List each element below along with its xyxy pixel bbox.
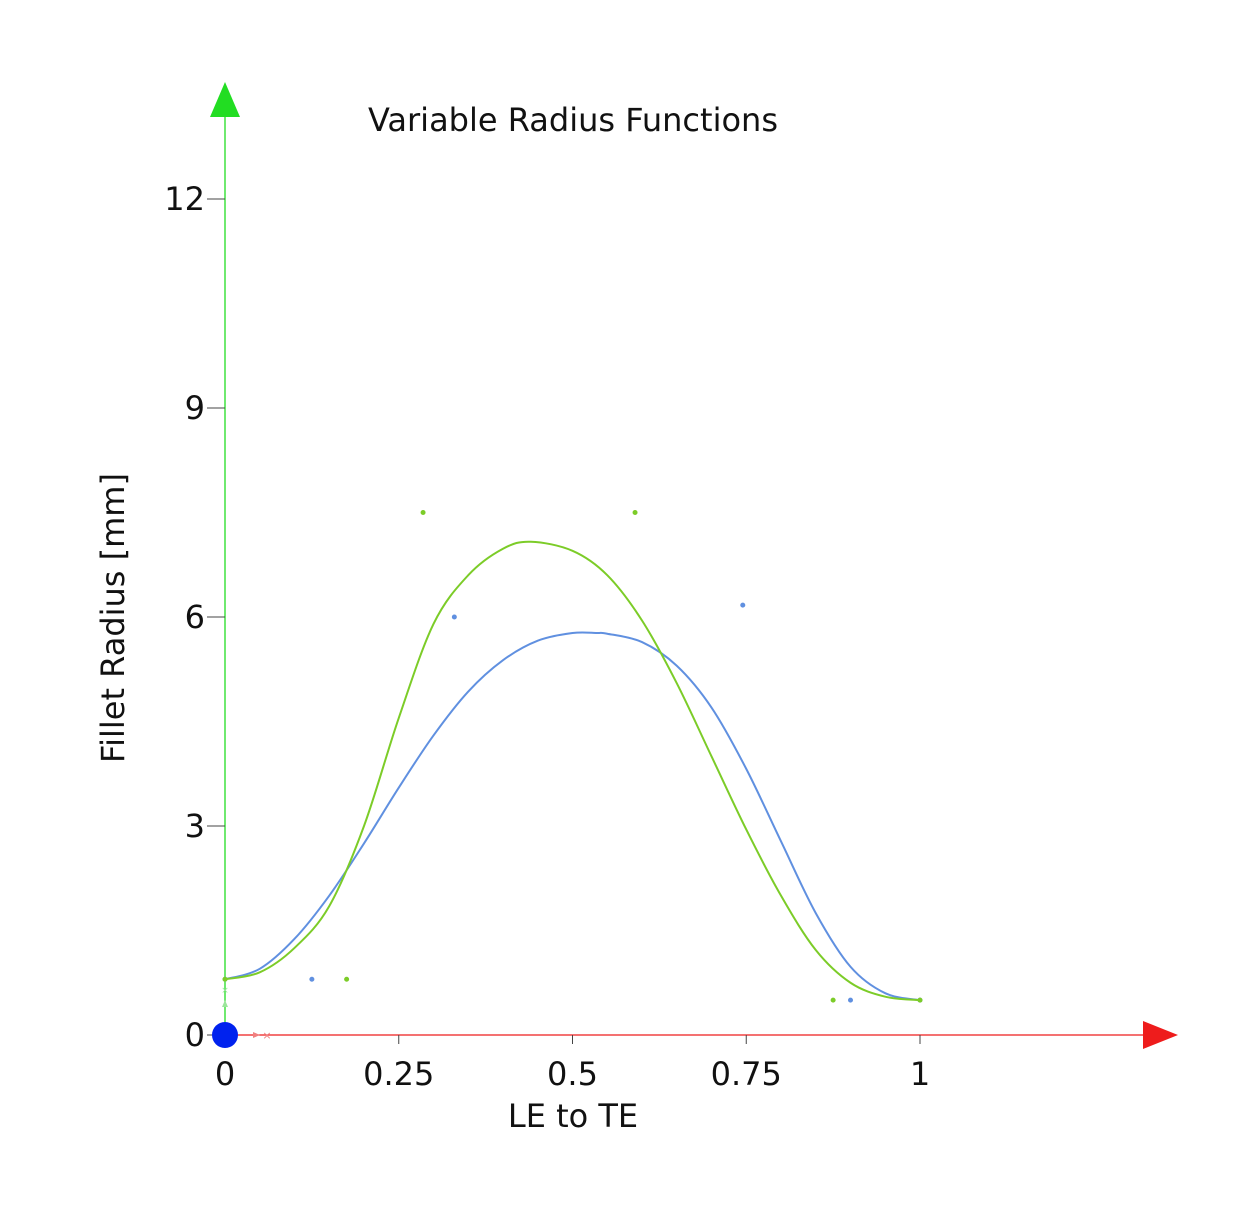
series-line[interactable]: [224, 540, 921, 1002]
control-point[interactable]: [420, 510, 426, 515]
y-ticks: 0 3 6 9 12: [164, 180, 225, 1054]
x-ticks: 0 0.25 0.5 0.75 1: [215, 1035, 930, 1093]
chart-title: Variable Radius Functions: [368, 101, 778, 139]
control-point[interactable]: [830, 997, 836, 1003]
x-tick-label: 0: [215, 1055, 235, 1093]
series-2: [222, 510, 923, 1003]
x-tick-label: 1: [910, 1055, 930, 1093]
control-point[interactable]: [451, 614, 457, 620]
gizmo-y-cross-icon: ×: [221, 986, 229, 996]
gizmo-y-arrow-icon: [222, 1000, 228, 1007]
x-tick-label: 0.5: [547, 1055, 598, 1093]
y-tick-label: 3: [185, 807, 205, 845]
x-axis-label: LE to TE: [508, 1097, 638, 1135]
x-axis-arrow: [1143, 1021, 1178, 1049]
gizmo-x-arrow-icon: [253, 1032, 260, 1038]
control-point[interactable]: [344, 976, 350, 982]
control-point[interactable]: [740, 602, 746, 608]
gizmo-x-cross-icon: ×: [262, 1029, 271, 1042]
y-tick-label: 0: [185, 1016, 205, 1054]
series-layer: [222, 510, 923, 1003]
control-point[interactable]: [632, 510, 638, 515]
x-tick-label: 0.25: [363, 1055, 434, 1093]
y-tick-label: 6: [185, 598, 205, 636]
control-point[interactable]: [917, 997, 923, 1003]
y-axis-arrow: [210, 82, 240, 117]
y-tick-label: 12: [164, 180, 205, 218]
series-line[interactable]: [224, 631, 921, 1002]
origin-marker[interactable]: [212, 1022, 238, 1048]
x-axis: [225, 1021, 1178, 1049]
control-point[interactable]: [309, 976, 315, 982]
control-point[interactable]: [848, 997, 853, 1003]
x-tick-label: 0.75: [711, 1055, 782, 1093]
y-axis-label: Fillet Radius [mm]: [94, 473, 132, 763]
series-1: [222, 602, 923, 1003]
y-tick-label: 9: [185, 389, 205, 427]
control-point[interactable]: [222, 976, 228, 982]
origin-gizmo: × ×: [221, 986, 271, 1042]
y-axis: [210, 82, 240, 1035]
